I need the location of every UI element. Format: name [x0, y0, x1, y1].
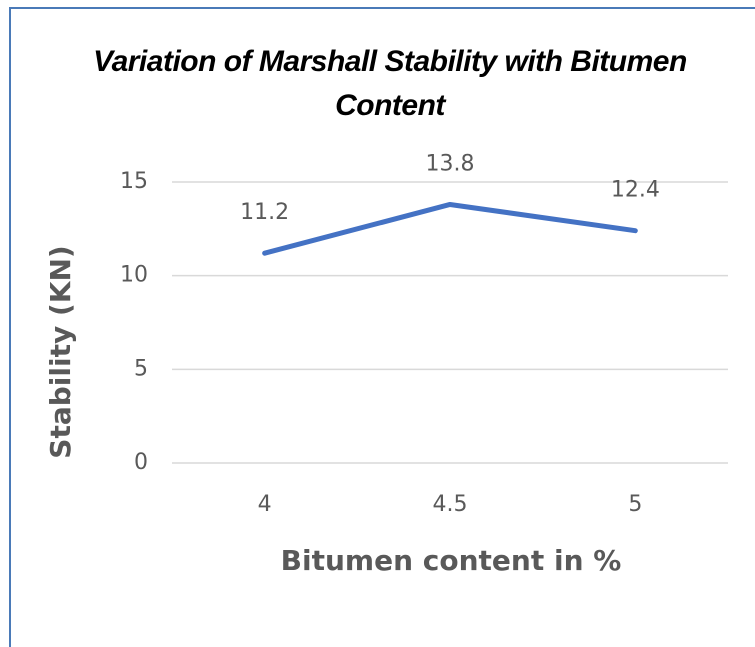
x-axis-title: Bitumen content in % [281, 544, 622, 577]
chart: Bitumen content in % Stability (KN) 0 5 10… [44, 151, 728, 577]
y-tick-label: 0 [134, 450, 148, 475]
line [262, 201, 638, 256]
y-axis-title: Stability (KN) [44, 245, 77, 458]
x-tick-label: 4.5 [433, 492, 468, 517]
y-tick-label: 15 [120, 169, 148, 194]
data-label: 13.8 [426, 151, 475, 176]
data-label: 12.4 [611, 178, 660, 203]
y-tick-label: 10 [120, 263, 148, 288]
x-tick-label: 5 [628, 492, 642, 517]
y-tick-label: 5 [134, 356, 148, 381]
page: Variation of Marshall Stability with Bit… [9, 7, 755, 647]
chart-title: Variation of Marshall Stability with Bit… [93, 45, 687, 122]
x-tick-label: 4 [258, 492, 272, 517]
data-label: 11.2 [240, 200, 289, 225]
chart-frame [9, 7, 755, 647]
